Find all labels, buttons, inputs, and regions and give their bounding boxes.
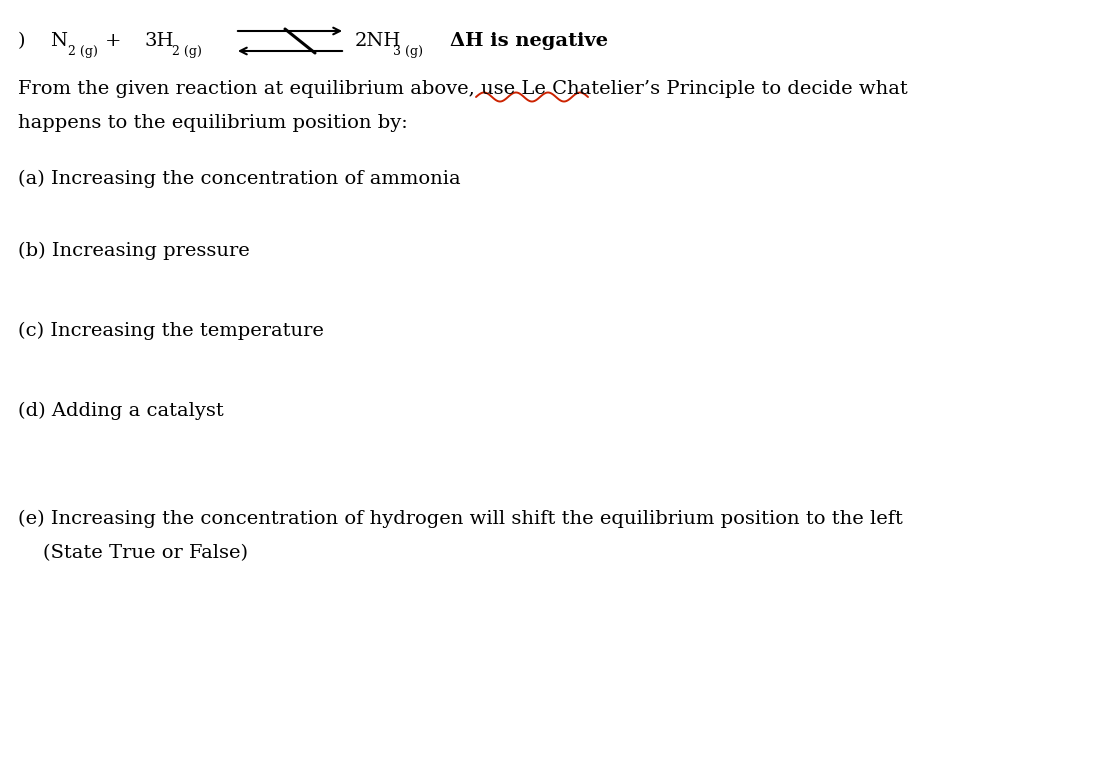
Text: (c) Increasing the temperature: (c) Increasing the temperature	[18, 322, 324, 340]
Text: (a) Increasing the concentration of ammonia: (a) Increasing the concentration of ammo…	[18, 170, 460, 188]
Text: 2NH: 2NH	[355, 32, 401, 50]
Text: 3H: 3H	[145, 32, 175, 50]
Text: happens to the equilibrium position by:: happens to the equilibrium position by:	[18, 114, 408, 132]
Text: (d) Adding a catalyst: (d) Adding a catalyst	[18, 402, 224, 420]
Text: 3 (g): 3 (g)	[393, 44, 423, 58]
Text: (e) Increasing the concentration of hydrogen will shift the equilibrium position: (e) Increasing the concentration of hydr…	[18, 510, 903, 528]
Text: ΔH is negative: ΔH is negative	[449, 32, 608, 50]
Text: (State True or False): (State True or False)	[18, 544, 248, 562]
Text: ): )	[18, 32, 25, 50]
Text: 2 (g): 2 (g)	[173, 44, 202, 58]
Text: +: +	[106, 32, 122, 50]
Text: From the given reaction at equilibrium above, use Le Chatelier’s Principle to de: From the given reaction at equilibrium a…	[18, 80, 908, 98]
Text: (b) Increasing pressure: (b) Increasing pressure	[18, 242, 249, 260]
Text: N: N	[49, 32, 67, 50]
Text: 2 (g): 2 (g)	[68, 44, 98, 58]
